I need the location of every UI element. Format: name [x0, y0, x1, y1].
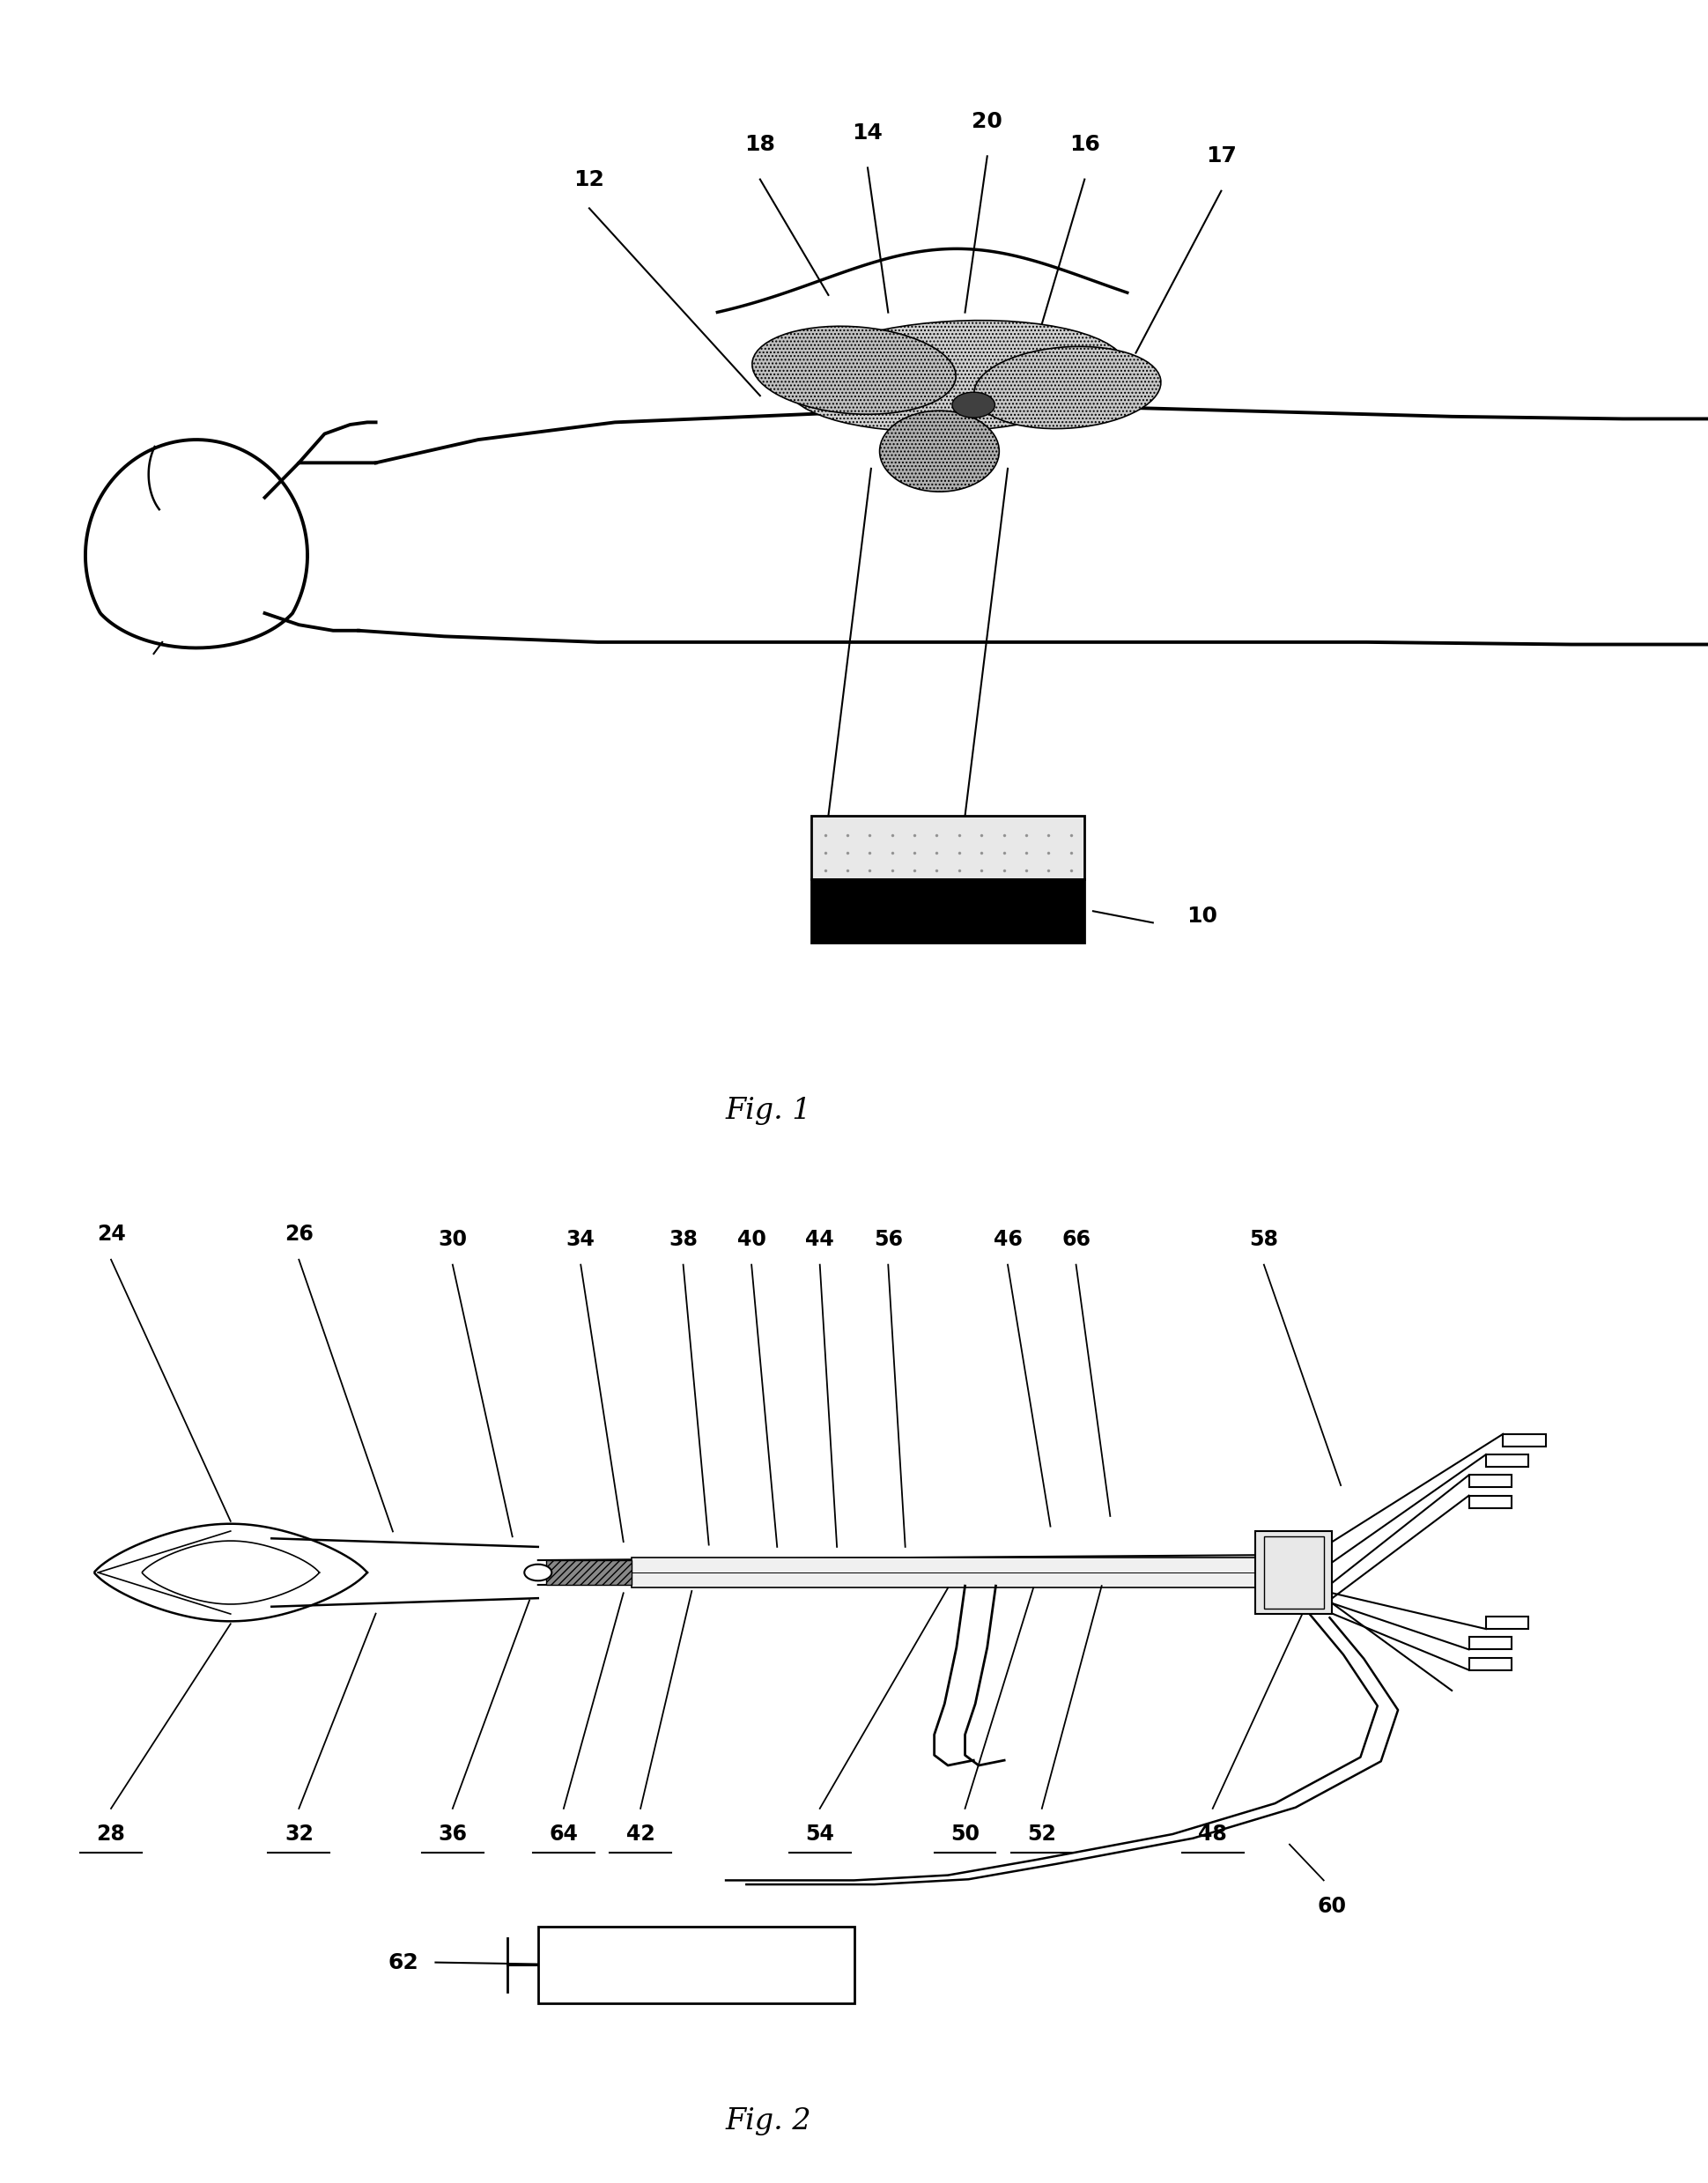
Text: 42: 42: [627, 1823, 654, 1845]
Bar: [1469, 1637, 1512, 1650]
Text: 64: 64: [550, 1823, 577, 1845]
Bar: [1469, 1476, 1512, 1487]
Bar: [1469, 1495, 1512, 1508]
Bar: [1264, 1537, 1324, 1609]
Circle shape: [524, 1565, 552, 1580]
Text: 20: 20: [972, 111, 1003, 131]
Bar: [1255, 1532, 1332, 1613]
Bar: [1486, 1454, 1529, 1467]
Bar: [1486, 1618, 1529, 1629]
Text: 38: 38: [668, 1229, 699, 1249]
Text: Fig. 1: Fig. 1: [726, 1096, 811, 1124]
Text: 34: 34: [567, 1229, 594, 1249]
Bar: [632, 1556, 1255, 1587]
Text: 46: 46: [994, 1229, 1021, 1249]
Bar: [538, 1928, 854, 2004]
Ellipse shape: [880, 410, 999, 491]
Text: 16: 16: [1069, 133, 1100, 155]
Bar: [1469, 1657, 1512, 1670]
Text: 17: 17: [1206, 146, 1237, 166]
Text: 18: 18: [745, 133, 775, 155]
Ellipse shape: [786, 321, 1127, 432]
Text: 30: 30: [437, 1229, 468, 1249]
Text: 14: 14: [852, 122, 883, 144]
Text: 52: 52: [1028, 1823, 1056, 1845]
Text: 32: 32: [285, 1823, 313, 1845]
Ellipse shape: [953, 393, 994, 417]
Bar: [811, 880, 1085, 943]
Ellipse shape: [974, 347, 1161, 428]
Text: 40: 40: [738, 1229, 765, 1249]
Text: 56: 56: [873, 1229, 904, 1249]
Text: 60: 60: [1317, 1895, 1348, 1917]
Text: 58: 58: [1249, 1229, 1279, 1249]
Text: 50: 50: [950, 1823, 980, 1845]
Text: 54: 54: [806, 1823, 834, 1845]
Text: 28: 28: [97, 1823, 125, 1845]
Text: 36: 36: [437, 1823, 468, 1845]
Text: 44: 44: [806, 1229, 834, 1249]
Ellipse shape: [752, 325, 956, 415]
Text: 66: 66: [1061, 1229, 1091, 1249]
Text: 12: 12: [574, 168, 605, 190]
Text: 26: 26: [285, 1222, 313, 1244]
Bar: [1503, 1434, 1546, 1447]
Text: 24: 24: [97, 1222, 125, 1244]
Text: Fig. 2: Fig. 2: [726, 2107, 811, 2135]
Text: 48: 48: [1199, 1823, 1226, 1845]
Text: 10: 10: [1187, 906, 1218, 928]
Bar: [811, 816, 1085, 880]
Bar: [547, 1561, 632, 1585]
Text: 62: 62: [388, 1952, 418, 1973]
